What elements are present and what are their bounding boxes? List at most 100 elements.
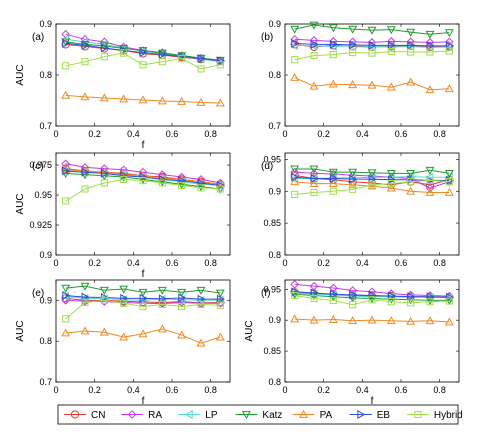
data-point	[178, 181, 186, 189]
data-point	[425, 183, 435, 193]
data-point	[328, 314, 338, 323]
series-line	[294, 50, 450, 61]
y-axis-label: AUC	[15, 320, 26, 341]
data-point	[61, 284, 71, 293]
x-tick-label: 0	[282, 258, 287, 268]
data-point	[310, 288, 319, 298]
data-point	[120, 175, 128, 183]
data-point	[309, 21, 319, 30]
y-axis-label: AUC	[244, 320, 255, 341]
data-point	[348, 316, 358, 325]
x-tick-label: 0.4	[127, 129, 140, 139]
data-point	[80, 92, 90, 101]
legend-label: Katz	[262, 410, 282, 421]
data-point	[425, 30, 435, 39]
data-point	[62, 197, 70, 205]
data-point	[291, 172, 300, 182]
legend-item-eb: EB	[349, 410, 390, 421]
data-point	[444, 170, 454, 179]
data-point	[368, 296, 376, 304]
x-tick-label: 0.8	[204, 129, 217, 139]
data-point	[349, 185, 357, 193]
x-tick-label: 0.8	[433, 129, 446, 139]
data-point	[348, 25, 358, 34]
legend: CN RA LP Katz PA EB Hybrid	[57, 404, 463, 425]
data-point	[291, 38, 300, 48]
y-axis-label: AUC	[15, 64, 26, 85]
data-point	[216, 298, 225, 307]
panel-e: 0 0.2 0.4 0.6 0.8 0.7 0.8 0.9 f AUC (e)	[15, 279, 231, 407]
data-point	[178, 302, 186, 311]
data-point	[139, 61, 147, 69]
data-point	[426, 298, 434, 306]
data-point	[138, 329, 148, 338]
data-point	[197, 54, 206, 64]
series-line	[294, 318, 450, 323]
data-point	[407, 40, 416, 50]
data-point	[425, 316, 435, 325]
data-point	[367, 26, 377, 35]
y-tick-label: 0.85	[263, 218, 281, 228]
data-point	[444, 84, 454, 93]
data-point	[62, 291, 71, 300]
panel-d: 0 0.2 0.4 0.6 0.8 0.8 0.85 0.9 0.95(d)	[261, 152, 460, 268]
data-point	[387, 40, 396, 50]
data-point	[445, 292, 454, 302]
data-point	[177, 180, 187, 189]
data-point	[139, 48, 148, 58]
series-hybrid	[291, 47, 453, 64]
data-point	[425, 166, 435, 175]
series-line	[294, 42, 450, 47]
data-point	[426, 41, 435, 51]
series-line	[65, 328, 221, 344]
x-tick-label: 0	[53, 385, 58, 395]
x-tick-label: 0.8	[433, 258, 446, 268]
data-point	[406, 28, 416, 37]
data-point	[119, 94, 129, 103]
data-point	[386, 82, 396, 91]
data-point	[178, 55, 186, 63]
data-point	[216, 301, 224, 309]
data-point	[139, 172, 148, 182]
data-point	[329, 187, 337, 195]
series-line	[294, 181, 450, 194]
legend-item-cn: CN	[64, 410, 105, 421]
y-tick-label: 0.7	[39, 121, 52, 131]
x-tick-label: 0.6	[166, 385, 179, 395]
data-point	[61, 90, 71, 99]
data-point	[406, 77, 416, 86]
data-point	[100, 43, 109, 53]
data-point	[406, 41, 415, 51]
series-line	[294, 291, 450, 298]
y-tick-label: 0.8	[268, 70, 281, 80]
series-line	[65, 299, 221, 320]
x-tick-label: 0.8	[204, 258, 217, 268]
x-tick-label: 0.2	[88, 129, 101, 139]
data-point	[348, 41, 357, 51]
data-point	[139, 302, 147, 311]
data-point	[310, 294, 318, 303]
y-tick-label: 0.9	[268, 315, 281, 325]
data-point	[309, 165, 319, 174]
data-point	[291, 190, 299, 198]
data-point	[100, 168, 109, 178]
y-tick-label: 0.9	[268, 19, 281, 29]
x-tick-label: 0.2	[317, 129, 330, 139]
data-point	[309, 81, 319, 90]
data-point	[329, 296, 337, 304]
data-point	[158, 294, 167, 304]
data-point	[425, 85, 435, 94]
data-point	[158, 174, 167, 184]
y-axis-label: AUC	[15, 193, 26, 214]
data-point	[425, 297, 435, 306]
data-point	[291, 291, 299, 300]
series-katz	[61, 282, 225, 298]
series-hybrid	[291, 176, 453, 198]
data-point	[387, 47, 395, 56]
x-tick-label: 0	[282, 129, 287, 139]
data-point	[426, 176, 434, 184]
series-line	[294, 24, 450, 35]
legend-item-katz: Katz	[235, 410, 282, 421]
data-point	[196, 183, 206, 192]
